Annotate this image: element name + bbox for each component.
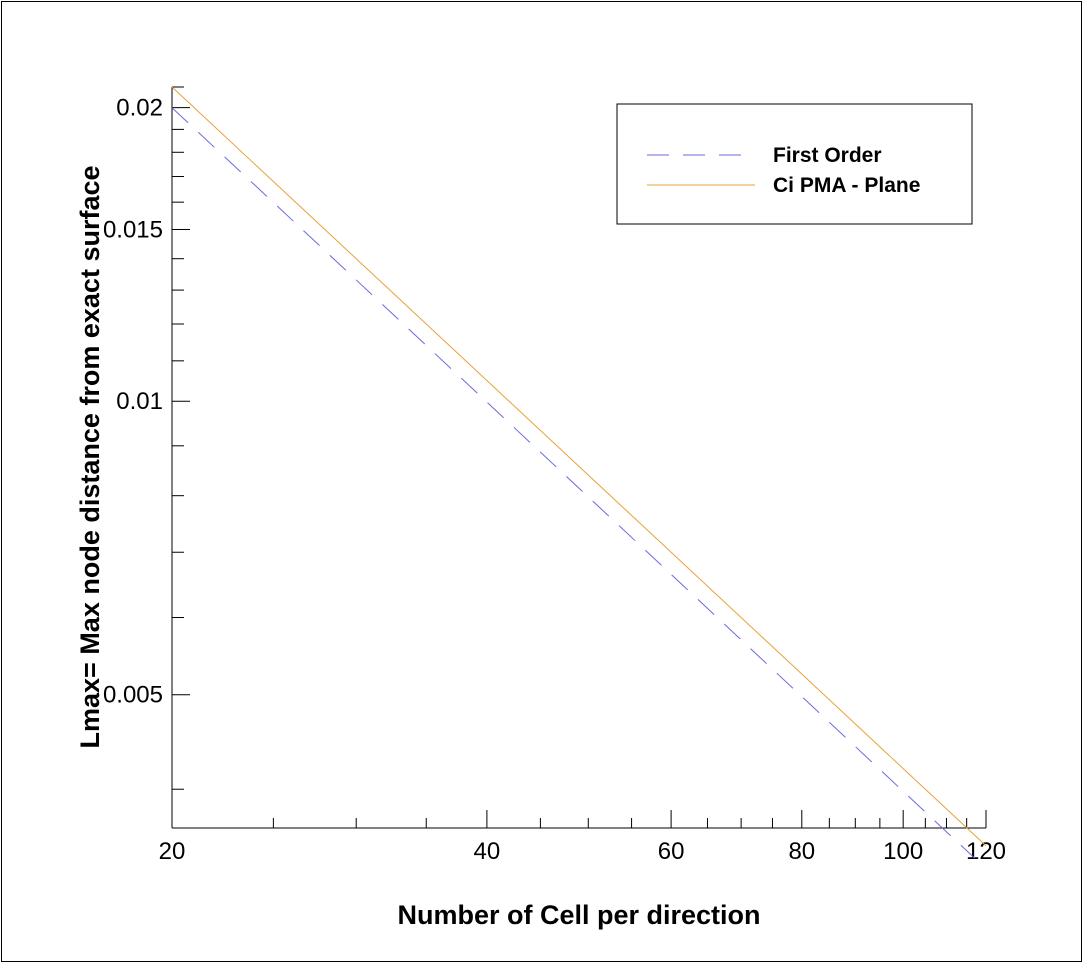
y-axis-title: Lmax= Max node distance from exact surfa… [75, 166, 105, 749]
series-layer [171, 86, 987, 859]
legend-box [616, 103, 973, 225]
x-tick-label: 100 [883, 838, 923, 865]
x-axis-title: Number of Cell per direction [397, 900, 760, 930]
y-tick-label: 0.01 [116, 388, 163, 415]
legend-label-ci-pma-plane: Ci PMA - Plane [773, 174, 920, 197]
legend: First Order Ci PMA - Plane [616, 103, 973, 225]
x-tick-label: 80 [788, 838, 815, 865]
series-line-first-order [171, 107, 975, 859]
y-tick-label: 0.005 [103, 682, 163, 709]
x-tick-label: 60 [658, 838, 685, 865]
ticks: 20 40 60 80 100 120 0.005 0.01 0.015 0.02 [103, 86, 1006, 865]
x-tick-label: 120 [966, 838, 1006, 865]
y-tick-label: 0.02 [116, 95, 163, 122]
axes [171, 87, 986, 829]
x-tick-label: 20 [159, 838, 186, 865]
y-tick-label: 0.015 [103, 216, 163, 243]
x-tick-label: 40 [474, 838, 501, 865]
series-line-ci-pma-plane [171, 86, 987, 847]
legend-label-first-order: First Order [773, 144, 882, 167]
